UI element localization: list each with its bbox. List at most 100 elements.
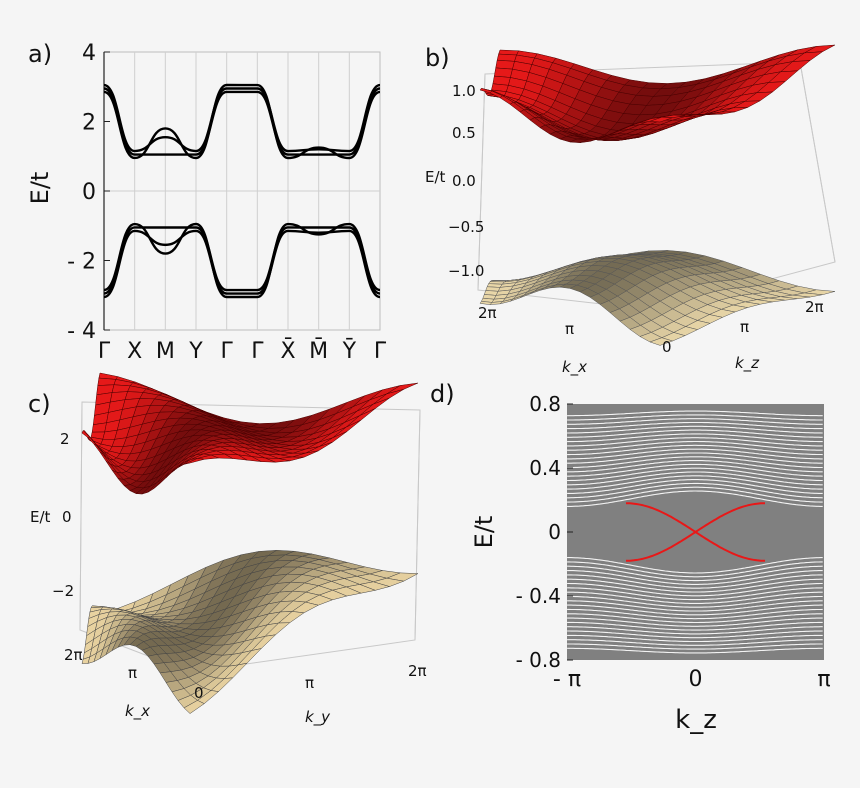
panel-d-bulk-line — [567, 643, 823, 650]
panel-d-ytick-label: 0 — [548, 520, 561, 544]
surface-patch — [649, 337, 674, 346]
panel-d-bulk-line — [567, 475, 823, 490]
panel-d-bulk-line — [567, 626, 823, 635]
panel-a-band-upper-2 — [103, 83, 381, 153]
panel-a-xtick-label: Γ̄ — [251, 339, 264, 364]
panel-d-bulk-line — [567, 463, 823, 477]
panel-a-xtick-label: M̄ — [309, 338, 328, 364]
panel-a-band-structure: 420- 2- 4 Γ X M Y Γ Γ̄ X̄ M̄ Ȳ Γ̄ E/t — [26, 41, 387, 364]
panel-a-band-upper-3 — [103, 83, 381, 160]
surface-patch — [649, 116, 673, 123]
panel-c-edge — [79, 401, 83, 631]
panel-d-bulk-line — [567, 604, 823, 616]
panel-a-band-lower-2 — [103, 229, 381, 299]
panel-a-band-lower-3 — [103, 222, 381, 299]
panel-a-ytick-label: 0 — [82, 180, 96, 205]
panel-b-ztick-5: −1.0 — [448, 262, 484, 280]
surface-patch — [97, 377, 117, 386]
panel-d-bulk-line — [567, 482, 823, 499]
panel-b-edge — [477, 73, 486, 291]
panel-d-bulk-line — [567, 639, 823, 646]
panel-b-xtick-1: 2π — [478, 304, 497, 322]
panel-a-xtick-label: Γ̄ — [374, 339, 387, 364]
panel-b-surfaces — [479, 44, 836, 346]
panel-c-edge — [414, 409, 421, 641]
panel-c-box-lines — [79, 401, 421, 641]
panel-b-box-lines — [477, 61, 836, 291]
panel-d-ytick-label: - 0.8 — [516, 648, 561, 672]
panel-label-a: a) — [28, 40, 52, 68]
panel-d-bulk-line — [567, 479, 823, 494]
panel-c-ztick-1: 2 — [60, 430, 70, 448]
panel-d-bulk-line — [567, 460, 823, 473]
panel-c-xlabel: k_x — [125, 702, 150, 721]
panel-d-bulk-line — [567, 433, 823, 443]
panel-d-bulk-line — [567, 570, 823, 585]
panel-c-surface: E/t 2 0 −2 2π π 0 π 2π k_x k_y — [30, 372, 427, 727]
panel-a-xtick-label: Γ — [221, 339, 234, 364]
panel-d-bulk-line — [567, 617, 823, 627]
panel-b-ytick-2: 2π — [805, 298, 824, 316]
panel-c-xtick-2: π — [128, 664, 137, 682]
panel-c-xtick-1: 2π — [64, 646, 83, 664]
surface-patch — [183, 700, 205, 714]
panel-d-bulk-line — [567, 600, 823, 612]
panel-d-bulk-line — [567, 467, 823, 482]
panel-b-surface: E/t 1.0 0.5 0.0 −0.5 −1.0 2π π 0 π 2π k_… — [425, 44, 836, 377]
panel-d-bulk-line — [567, 591, 823, 604]
panel-d-bulk-line — [567, 578, 823, 593]
panel-d-bulk-line — [567, 456, 823, 469]
panel-d-bulk-line — [567, 561, 823, 578]
panel-d-xtick-label: π — [817, 667, 830, 692]
panel-b-ztick-4: −0.5 — [448, 218, 484, 236]
panel-a-xtick-label: Ȳ — [342, 339, 357, 364]
panel-b-ytick-1: π — [740, 318, 749, 336]
panel-d-x-ticks: - π 0 π — [553, 667, 831, 692]
panel-d-bulk-line — [567, 647, 823, 654]
panel-d-bulk-line — [567, 437, 823, 447]
panel-a-band-lower-1 — [103, 226, 381, 295]
panel-c-ytick-2: π — [305, 674, 314, 692]
panel-a-xtick-label: X — [127, 339, 142, 364]
panel-d-ylabel: E/t — [470, 516, 498, 549]
panel-b-xtick-3: 0 — [662, 338, 672, 356]
panel-b-edge — [799, 61, 836, 263]
panel-a-xtick-label: Γ — [98, 339, 111, 364]
panel-d-bulk-line — [567, 452, 823, 464]
panel-a-xtick-label: M — [156, 339, 175, 364]
panel-d-ytick-label: 0.8 — [529, 392, 561, 416]
panel-a-ytick-label: - 2 — [67, 250, 96, 275]
surface-patch — [495, 59, 515, 70]
panel-d-bulk-line — [567, 634, 823, 643]
panel-c-ytick-3: 2π — [408, 662, 427, 680]
panel-b-ztick-3: 0.0 — [452, 172, 476, 190]
panel-a-bands — [103, 83, 381, 299]
panel-d-bulk-line — [567, 608, 823, 620]
panel-a-x-ticks: Γ X M Y Γ Γ̄ X̄ M̄ Ȳ Γ̄ — [98, 338, 387, 364]
panel-c-ztick-2: 0 — [62, 508, 72, 526]
panel-d-bulk-line — [567, 448, 823, 460]
surface-patch — [493, 67, 513, 78]
panel-d-bulk-line — [567, 582, 823, 597]
panel-d-bulk-line — [567, 490, 823, 507]
panel-c-surfaces — [81, 372, 419, 714]
panel-d-edge-states — [626, 502, 765, 562]
panel-a-ytick-label: 2 — [82, 111, 96, 136]
panel-b-xtick-2: π — [565, 320, 574, 338]
panel-d-bulk-line — [567, 574, 823, 589]
panel-d-bulk-line — [567, 587, 823, 601]
panel-d-xlabel: k_z — [675, 705, 717, 735]
panel-a-ytick-label: 4 — [82, 41, 96, 66]
panel-d-bulk-line — [567, 444, 823, 456]
panel-a-ylabel: E/t — [26, 172, 54, 205]
panel-b-ylabel: k_z — [735, 354, 760, 373]
panel-a-y-ticks: 4 2 0 - 2 - 4 — [67, 41, 110, 344]
panel-c-ylabel: k_y — [305, 708, 331, 727]
panel-d-bulk-line — [567, 630, 823, 639]
surface-patch — [81, 430, 91, 438]
panel-b-xlabel: k_x — [562, 358, 587, 377]
panel-b-ztick-1: 1.0 — [452, 82, 476, 100]
panel-d-bulk-line — [567, 429, 823, 438]
panel-d-bulk-line — [567, 613, 823, 624]
